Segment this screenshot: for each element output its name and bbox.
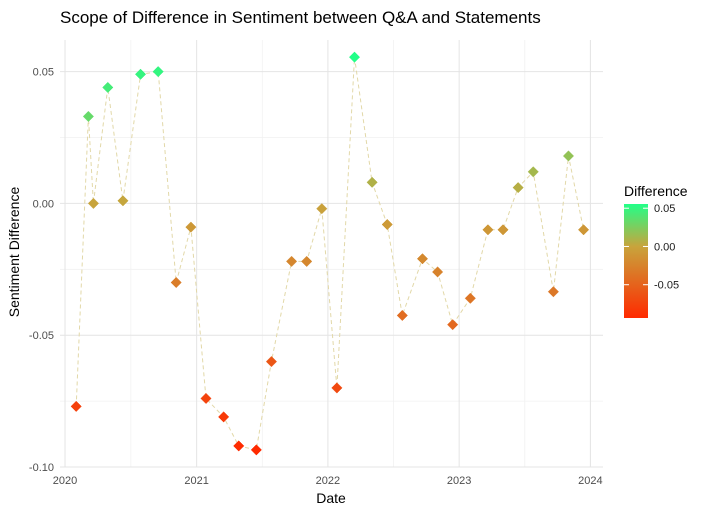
y-tick-label: -0.05 <box>29 330 54 342</box>
data-point <box>218 411 230 423</box>
data-point <box>134 68 147 80</box>
data-point <box>482 224 494 236</box>
grid <box>60 40 603 468</box>
data-point <box>265 356 277 368</box>
data-point <box>562 150 575 162</box>
data-point <box>396 309 408 321</box>
data-point <box>200 392 212 405</box>
legend-tick-label: 0.05 <box>654 203 675 215</box>
x-tick-label: 2024 <box>578 475 602 487</box>
data-point <box>578 224 590 236</box>
data-point <box>464 292 476 304</box>
y-axis-label: Sentiment Difference <box>6 187 22 318</box>
x-axis-label: Date <box>316 490 346 506</box>
data-point <box>512 182 524 194</box>
data-point <box>366 176 378 188</box>
connecting-line <box>75 57 585 451</box>
data-point <box>286 255 298 267</box>
data-point <box>70 400 82 412</box>
data-point <box>152 66 164 78</box>
data-point <box>527 166 539 178</box>
x-tick-label: 2020 <box>53 475 77 487</box>
legend-ticks: 0.05 0.00 -0.05 <box>624 203 679 292</box>
data-point <box>170 276 182 289</box>
data-point <box>381 218 393 231</box>
legend: Difference 0.05 0.00 -0.05 <box>624 183 688 318</box>
data-point <box>82 110 94 122</box>
data-point <box>117 195 129 207</box>
data-point <box>447 319 459 331</box>
data-point <box>102 81 114 93</box>
y-tick-label: 0.00 <box>33 198 54 210</box>
data-point <box>416 253 429 265</box>
legend-tick-label: 0.00 <box>654 241 675 253</box>
data-point <box>185 221 197 233</box>
data-points <box>70 51 590 456</box>
legend-colorbar <box>624 204 648 318</box>
data-point <box>331 382 343 394</box>
data-point <box>233 440 245 452</box>
x-tick-label: 2021 <box>184 475 208 487</box>
legend-tick-label: -0.05 <box>654 280 679 292</box>
y-tick-label: -0.10 <box>29 462 54 474</box>
y-tick-label: 0.05 <box>33 67 54 79</box>
data-point <box>301 255 313 267</box>
data-point <box>432 266 444 278</box>
x-tick-label: 2022 <box>316 475 340 487</box>
axes: 2020 2021 2022 2023 2024 0.05 0.00 -0.05 -0.10 <box>29 67 603 487</box>
x-tick-label: 2023 <box>447 475 471 487</box>
data-point <box>547 286 559 298</box>
chart-title: Scope of Difference in Sentiment between… <box>60 8 541 27</box>
data-point <box>316 203 328 215</box>
legend-title: Difference <box>624 183 688 199</box>
data-point <box>250 444 262 456</box>
data-point <box>87 197 99 209</box>
data-point <box>497 224 509 236</box>
data-point <box>348 51 361 63</box>
series-line <box>75 57 585 451</box>
